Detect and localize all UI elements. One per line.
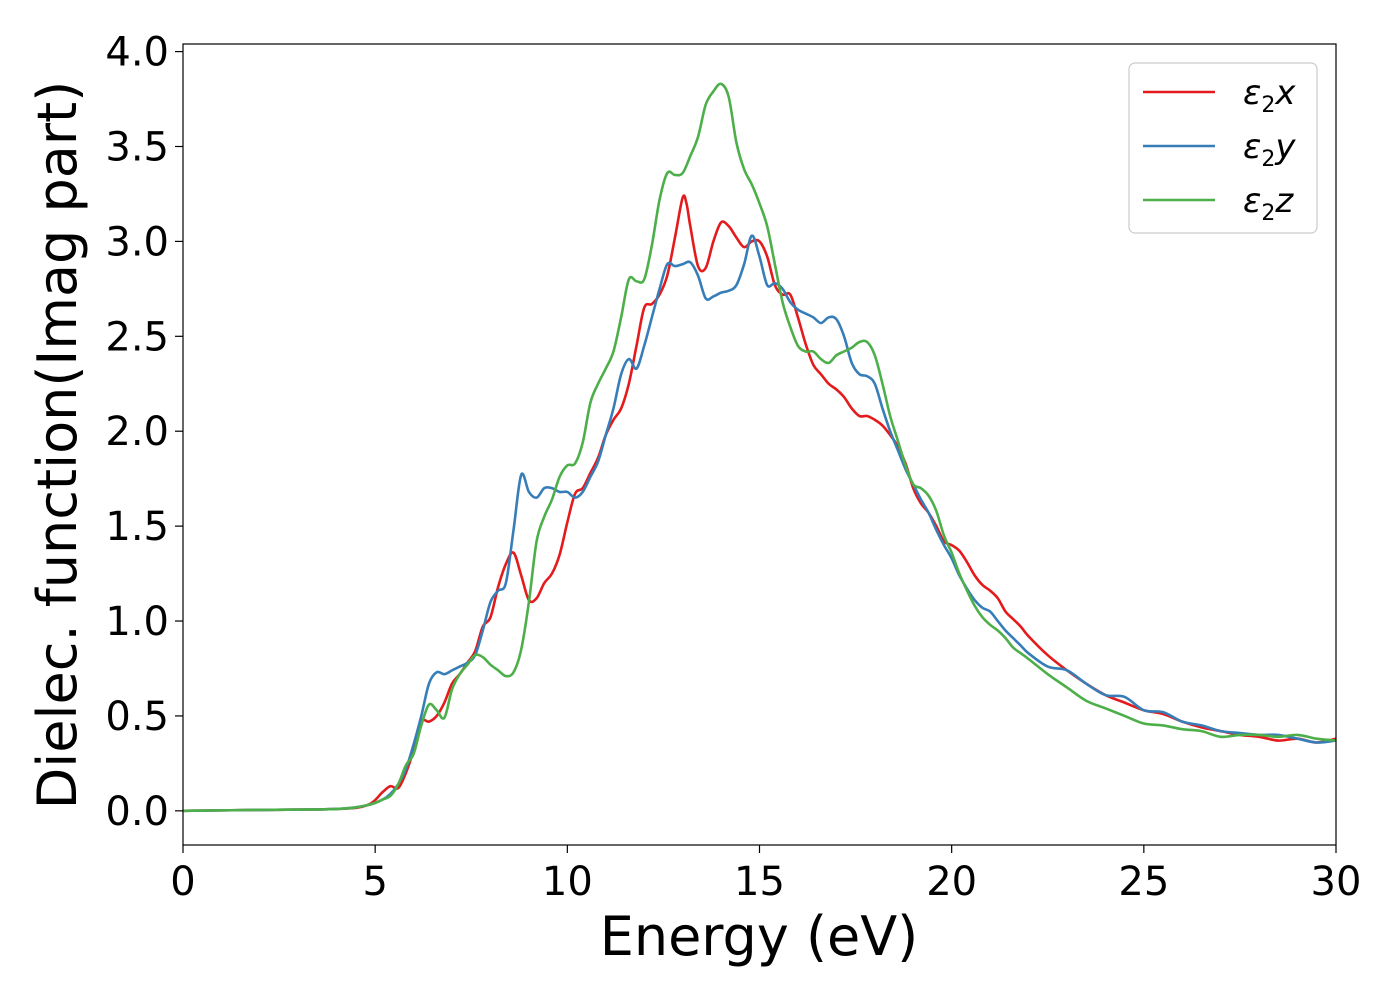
y-tick-label: 0.5 [105,694,169,740]
x-tick-label: 30 [1311,859,1362,905]
x-axis-title: Energy (eV) [600,905,919,968]
x-axis: 0 5 10 15 20 25 30 [170,845,1361,905]
y-tick-label: 0.0 [105,789,169,835]
legend-label-x: ε2x [1243,73,1296,118]
legend-box [1128,62,1318,234]
x-tick-label: 20 [926,859,977,905]
series-line-z [183,82,1336,813]
y-tick-label: 3.5 [105,124,169,170]
x-tick-label: 25 [1118,859,1169,905]
legend: ε2x ε2y ε2z [1128,62,1318,234]
y-tick-label: 2.0 [105,409,169,455]
series-line-y [183,234,1336,813]
legend-label-y: ε2y [1243,127,1296,172]
y-axis: 0.0 0.5 1.0 1.5 2.0 2.5 3.0 3.5 4.0 [105,30,183,835]
y-axis-title: Dielec. function(Imag part) [26,81,89,810]
x-tick-label: 5 [362,859,387,905]
y-tick-label: 1.0 [105,599,169,645]
y-tick-label: 3.0 [105,219,169,265]
y-tick-label: 4.0 [105,30,169,76]
legend-label-z: ε2z [1243,181,1294,226]
y-tick-label: 1.5 [105,504,169,550]
y-tick-label: 2.5 [105,314,169,360]
x-tick-label: 15 [734,859,785,905]
plot-lines [183,82,1336,813]
x-tick-label: 10 [542,859,593,905]
x-tick-label: 0 [170,859,195,905]
